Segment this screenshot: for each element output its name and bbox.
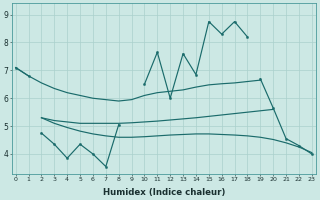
X-axis label: Humidex (Indice chaleur): Humidex (Indice chaleur) <box>103 188 225 197</box>
